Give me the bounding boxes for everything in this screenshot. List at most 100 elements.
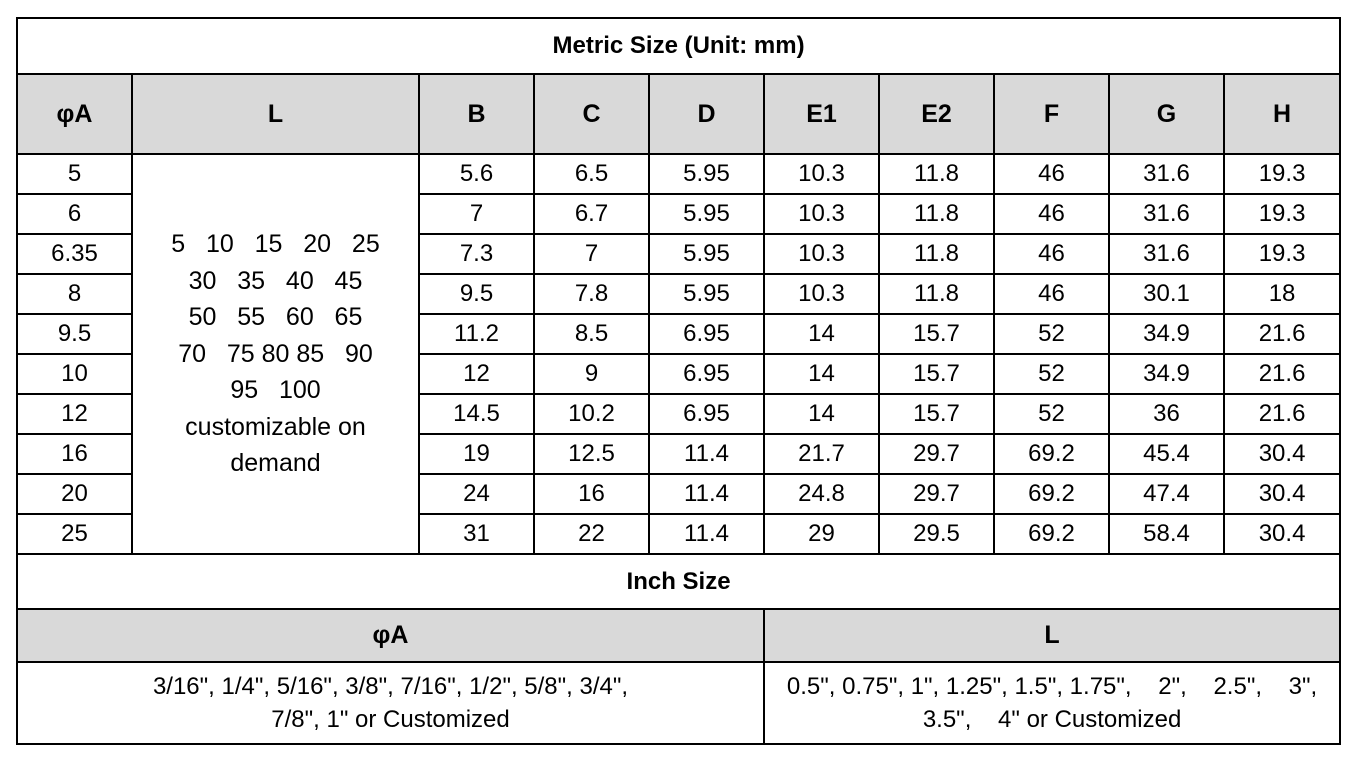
column-header: H [1222,73,1342,155]
table-cell: 6 [16,193,133,235]
table-cell: 5.95 [648,153,765,195]
table-row: 12 14.5 10.2 6.95 14 15.7 52 36 21.6 [16,393,1342,435]
table-cell: 15.7 [878,353,995,395]
table-cell: 52 [993,353,1110,395]
table-cell: 14 [763,313,880,355]
table-cell: 69.2 [993,473,1110,515]
column-header: D [648,73,765,155]
table-row: 10 12 9 6.95 14 15.7 52 34.9 21.6 [16,353,1342,395]
table-cell: 22 [533,513,650,555]
inch-length-options: 0.5", 0.75", 1", 1.25", 1.5", 1.75", 2",… [762,661,1342,745]
inch-option-line: 0.5", 0.75", 1", 1.25", 1.5", 1.75", 2",… [786,673,1318,700]
table-cell: 47.4 [1108,473,1225,515]
table-cell: 46 [993,273,1110,315]
length-option-line: 70 75 80 85 90 [178,339,373,368]
table-row: 8 9.5 7.8 5.95 10.3 11.8 46 30.1 18 [16,273,1342,315]
table-cell: 12 [16,393,133,435]
table-row: 6 7 6.7 5.95 10.3 11.8 46 31.6 19.3 [16,193,1342,235]
table-cell: 5.95 [648,193,765,235]
table-cell: 15.7 [878,393,995,435]
table-cell: 52 [993,313,1110,355]
inch-diameter-options: 3/16", 1/4", 5/16", 3/8", 7/16", 1/2", 5… [16,661,765,745]
column-header: E2 [878,73,995,155]
table-cell: 19 [418,433,535,475]
table-cell: 11.8 [878,153,995,195]
table-cell: 19.3 [1222,193,1342,235]
table-cell: 24 [418,473,535,515]
table-row: 25 31 22 11.4 29 29.5 69.2 58.4 30.4 [16,513,1342,555]
table-cell: 9.5 [16,313,133,355]
table-cell: 9.5 [418,273,535,315]
table-cell: 14 [763,393,880,435]
inch-option-line: 3.5", 4" or Customized [922,706,1182,733]
table-cell: 7.3 [418,233,535,275]
table-cell: 30.4 [1222,473,1342,515]
table-cell: 8.5 [533,313,650,355]
table-cell: 11.2 [418,313,535,355]
table-cell: 31.6 [1108,193,1225,235]
inch-column-header: L [762,608,1342,663]
table-cell: 21.6 [1222,393,1342,435]
table-cell: 5.95 [648,233,765,275]
table-cell: 25 [16,513,133,555]
table-cell: 11.8 [878,193,995,235]
table-cell: 6.35 [16,233,133,275]
column-header: L [131,73,420,155]
table-cell: 29.7 [878,433,995,475]
table-cell: 5 [16,153,133,195]
length-options-cell: 5 10 15 20 25 30 35 40 45 50 55 60 65 70 75… [131,153,420,555]
table-cell: 30.4 [1222,513,1342,555]
table-cell: 69.2 [993,433,1110,475]
table-row: 20 24 16 11.4 24.8 29.7 69.2 47.4 30.4 [16,473,1342,515]
table-cell: 46 [993,193,1110,235]
table-cell: 46 [993,153,1110,195]
length-option-line: customizable on [185,412,366,441]
table-row: 9.5 11.2 8.5 6.95 14 15.7 52 34.9 21.6 [16,313,1342,355]
table-cell: 11.8 [878,233,995,275]
inch-option-line: 3/16", 1/4", 5/16", 3/8", 7/16", 1/2", 5… [152,673,629,700]
table-cell: 7 [533,233,650,275]
table-cell: 16 [16,433,133,475]
table-cell: 14 [763,353,880,395]
table-cell: 21.7 [763,433,880,475]
table-cell: 6.95 [648,313,765,355]
table-cell: 11.4 [648,433,765,475]
table-row: 5 5 10 15 20 25 30 35 40 45 50 55 60 65 70 7… [16,153,1342,555]
table-cell: 10.3 [763,193,880,235]
column-header: G [1108,73,1225,155]
table-cell: 5.95 [648,273,765,315]
table-cell: 14.5 [418,393,535,435]
table-cell: 9 [533,353,650,395]
table-cell: 10.3 [763,153,880,195]
table-cell: 7.8 [533,273,650,315]
column-header: B [418,73,535,155]
table-cell: 7 [418,193,535,235]
metric-size-title: Metric Size (Unit: mm) [15,17,1342,75]
table-cell: 46 [993,233,1110,275]
table-cell: 11.4 [648,513,765,555]
table-cell: 31.6 [1108,233,1225,275]
table-cell: 36 [1108,393,1225,435]
table-cell: 29.5 [878,513,995,555]
table-cell: 10.3 [763,233,880,275]
table-cell: 21.6 [1222,353,1342,395]
table-row: 16 19 12.5 11.4 21.7 29.7 69.2 45.4 30.4 [16,433,1342,475]
table-row: 6.35 7.3 7 5.95 10.3 11.8 46 31.6 19.3 [16,233,1342,275]
table-cell: 19.3 [1222,233,1342,275]
column-header: C [533,73,650,155]
table-cell: 45.4 [1108,433,1225,475]
table-cell: 52 [993,393,1110,435]
length-option-line: 95 100 [230,376,321,405]
table-cell: 12.5 [533,433,650,475]
inch-size-title: Inch Size [15,553,1342,610]
table-cell: 6.7 [533,193,650,235]
table-cell: 12 [418,353,535,395]
table-cell: 5.6 [418,153,535,195]
table-cell: 8 [16,273,133,315]
length-option-line: 5 10 15 20 25 [171,230,380,259]
table-cell: 34.9 [1108,313,1225,355]
inch-column-header: φA [16,608,765,663]
table-cell: 10.3 [763,273,880,315]
length-option-line: 50 55 60 65 [188,303,363,332]
table-cell: 30.4 [1222,433,1342,475]
